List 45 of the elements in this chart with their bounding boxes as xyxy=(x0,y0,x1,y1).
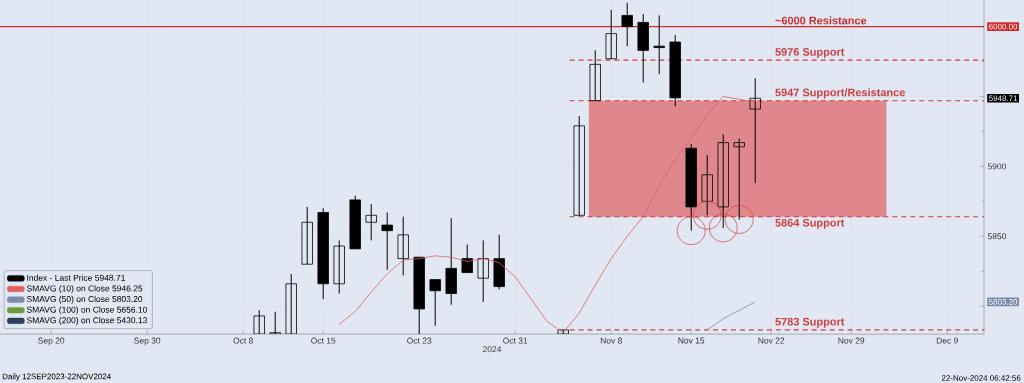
candlestick xyxy=(605,9,617,60)
candlestick xyxy=(749,77,761,184)
legend-label: SMAVG (200) on Close 5430.13 xyxy=(26,317,147,325)
candlestick xyxy=(717,133,729,229)
candlestick xyxy=(429,279,441,327)
candlestick xyxy=(301,206,313,265)
x-tick-label: Oct 15 xyxy=(311,337,336,344)
candlestick xyxy=(653,14,665,75)
x-tick-label: Nov 8 xyxy=(600,337,622,344)
candlestick xyxy=(733,137,745,220)
candlestick xyxy=(381,211,393,271)
ref-line-label: ~6000 Resistance xyxy=(775,16,867,25)
x-tick-label: Sep 20 xyxy=(38,337,65,346)
candlestick xyxy=(477,239,489,303)
x-tick-label: Dec 9 xyxy=(936,337,958,344)
candlestick xyxy=(285,273,297,335)
x-tick-label: Oct 23 xyxy=(407,337,432,344)
x-tick-label: Sep 30 xyxy=(134,337,161,346)
x-tick-label: Oct 31 xyxy=(503,337,528,344)
ref-line-label: 5947 Support/Resistance xyxy=(775,88,905,99)
x-tick-label: Nov 29 xyxy=(838,337,865,344)
legend-label: SMAVG (50) on Close 5803.20 xyxy=(26,295,143,304)
candlestick xyxy=(589,49,601,102)
legend-label: Index - Last Price 5948.71 xyxy=(27,274,125,281)
candlestick xyxy=(461,244,473,274)
x-tick-label: Nov 15 xyxy=(678,337,705,344)
ref-line-label: 5783 Support xyxy=(775,317,845,328)
x-tick-label: Nov 22 xyxy=(758,337,785,344)
ref-line-label: 5864 Support xyxy=(775,218,845,229)
line-series xyxy=(338,96,756,334)
candlestick xyxy=(701,154,713,216)
candlestick xyxy=(269,311,281,335)
candlestick xyxy=(573,115,585,216)
candlestick xyxy=(365,203,377,241)
legend-label: SMAVG (10) on Close 5946.25 xyxy=(26,285,143,294)
candlestick xyxy=(253,309,265,335)
candlestick xyxy=(397,216,409,276)
y-tick-label: 5850 xyxy=(987,233,1007,240)
candlestick xyxy=(333,239,345,295)
legend-label: SMAVG (100) on Close 5656.10 xyxy=(26,306,147,315)
ref-line-label: 5976 Support xyxy=(775,48,845,58)
candlestick xyxy=(621,2,633,47)
x-axis-title: 2024 xyxy=(483,346,502,353)
x-tick-label: Oct 8 xyxy=(233,337,253,344)
y-tick-label: 5900 xyxy=(987,163,1007,170)
